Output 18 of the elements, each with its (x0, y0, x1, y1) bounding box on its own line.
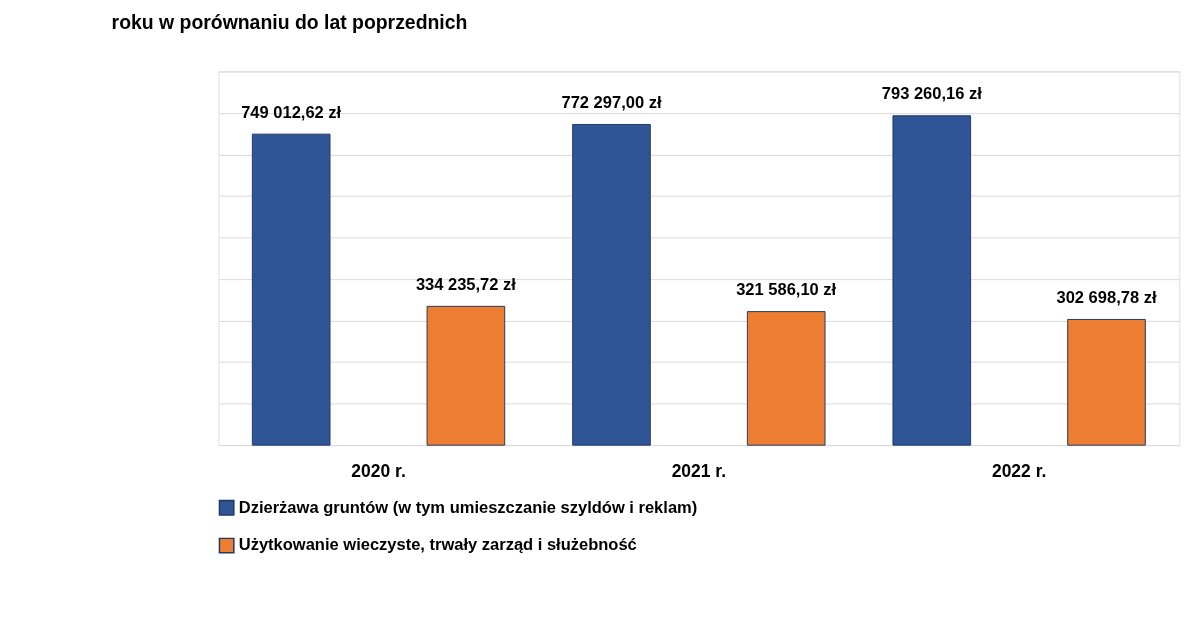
legend-label: Użytkowanie wieczyste, trwały zarząd i służebność (238, 535, 637, 554)
data-label: 772 297,00 zł (561, 92, 662, 111)
data-label: 302 698,78 zł (1056, 287, 1157, 306)
data-label: 334 235,72 zł (415, 274, 517, 293)
data-label: 749 012,62 zł (241, 102, 342, 121)
chart-title: roku w porównaniu do lat poprzednich (111, 10, 468, 33)
bar (892, 115, 972, 446)
bar (746, 311, 826, 446)
bar (426, 305, 506, 446)
x-tick-label: 2020 r. (351, 460, 406, 481)
bar (251, 133, 331, 446)
data-label: 793 260,16 zł (881, 84, 983, 103)
data-label: 321 586,10 zł (736, 280, 837, 299)
x-tick-label: 2021 r. (671, 460, 727, 481)
legend-label: Dzierżawa gruntów (w tym umieszczanie szyldów i reklam) (238, 497, 698, 516)
bar (572, 123, 651, 446)
x-tick-label: 2022 r. (991, 460, 1047, 481)
bar (1067, 318, 1146, 446)
